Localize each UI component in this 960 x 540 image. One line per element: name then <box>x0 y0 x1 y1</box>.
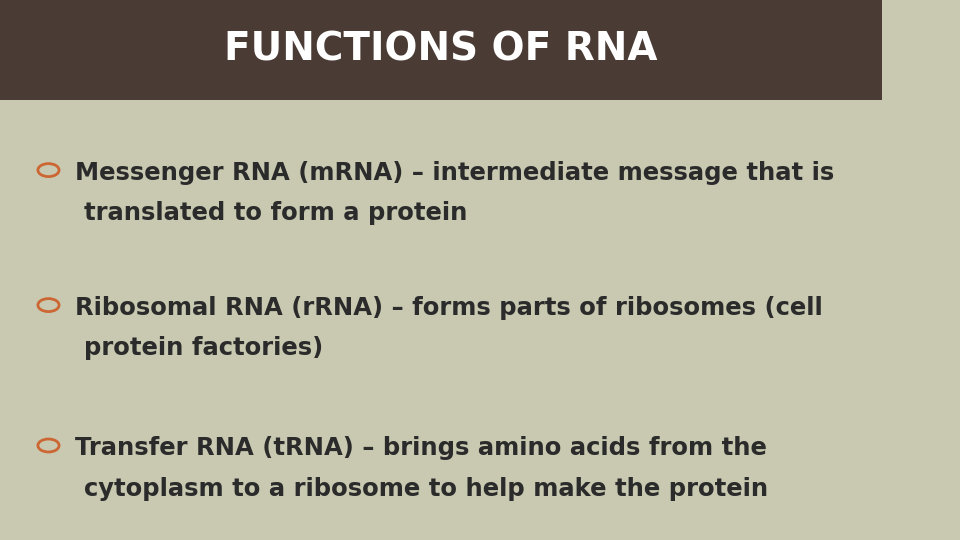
Text: translated to form a protein: translated to form a protein <box>84 201 468 225</box>
Text: FUNCTIONS OF RNA: FUNCTIONS OF RNA <box>224 31 658 69</box>
Text: cytoplasm to a ribosome to help make the protein: cytoplasm to a ribosome to help make the… <box>84 477 768 501</box>
Text: Transfer RNA (tRNA) – brings amino acids from the: Transfer RNA (tRNA) – brings amino acids… <box>75 436 767 460</box>
FancyBboxPatch shape <box>0 0 881 100</box>
FancyBboxPatch shape <box>0 100 881 540</box>
Text: Ribosomal RNA (rRNA) – forms parts of ribosomes (cell: Ribosomal RNA (rRNA) – forms parts of ri… <box>75 296 823 320</box>
Text: Messenger RNA (mRNA) – intermediate message that is: Messenger RNA (mRNA) – intermediate mess… <box>75 161 834 185</box>
Text: protein factories): protein factories) <box>84 336 323 360</box>
